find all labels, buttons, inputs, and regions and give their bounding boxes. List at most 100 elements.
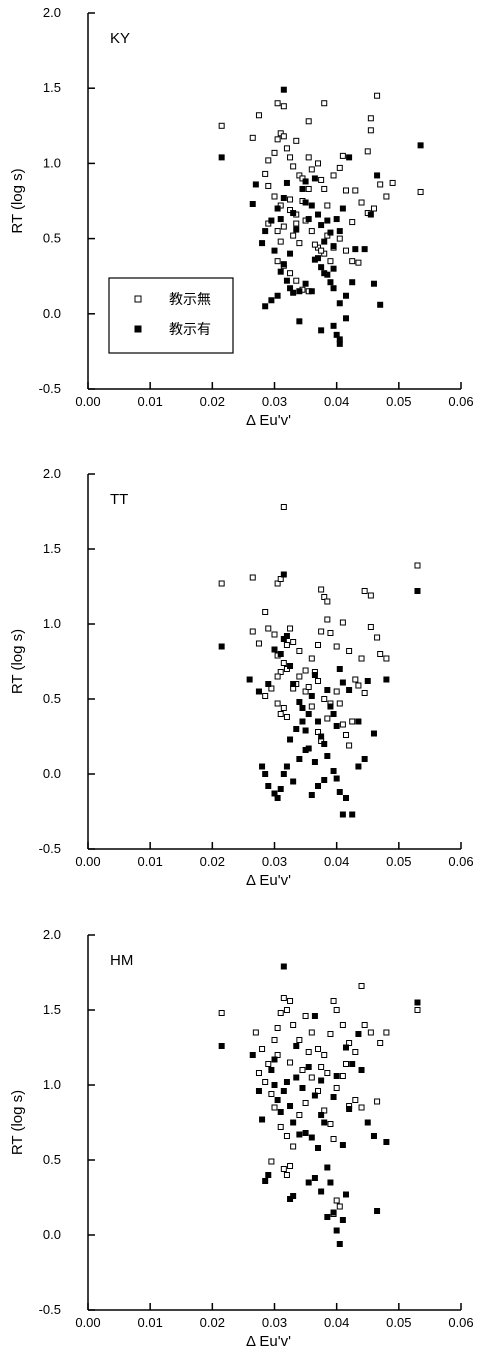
point-without-instruction [324,715,331,722]
point-with-instruction [333,1227,340,1234]
point-with-instruction [327,703,334,710]
point-with-instruction [259,240,266,247]
point-without-instruction [339,1073,346,1079]
x-tick-label: 0.01 [138,1315,163,1330]
point-without-instruction [299,1067,306,1073]
point-without-instruction [280,705,287,711]
point-with-instruction [361,246,368,253]
point-without-instruction [302,1013,309,1019]
point-without-instruction [336,235,343,242]
point-with-instruction [336,336,343,343]
point-without-instruction [417,188,424,195]
point-with-instruction [249,201,256,208]
point-without-instruction [414,562,421,569]
point-with-instruction [330,1209,337,1216]
point-without-instruction [355,259,362,266]
point-without-instruction [324,232,331,239]
y-tick-label: 2.0 [43,466,61,481]
point-with-instruction [262,771,269,777]
point-without-instruction [311,241,318,248]
point-without-instruction [280,1166,287,1172]
point-without-instruction [349,718,356,725]
point-with-instruction [330,322,337,329]
point-without-instruction [296,172,303,179]
y-tick-label: -0.5 [39,1302,61,1317]
x-tick-label: 0.03 [262,394,287,409]
point-without-instruction [280,133,287,140]
point-with-instruction [262,228,269,235]
point-without-instruction [259,1046,266,1052]
point-with-instruction [352,246,359,253]
x-tick-label: 0.01 [138,854,163,869]
point-without-instruction [318,586,325,593]
point-with-instruction [370,280,377,287]
point-without-instruction [277,238,284,245]
point-without-instruction [389,179,396,186]
point-with-instruction [311,1092,318,1099]
point-without-instruction [333,1007,340,1013]
point-without-instruction [274,136,281,143]
x-tick-label: 0.03 [262,1315,287,1330]
point-without-instruction [283,642,290,648]
point-without-instruction [321,100,328,107]
point-with-instruction [280,571,287,578]
point-without-instruction [265,220,272,227]
point-without-instruction [321,250,328,257]
point-with-instruction [333,723,340,729]
point-without-instruction [283,1172,290,1178]
point-with-instruction [318,1188,325,1195]
panel-label: KY [110,30,130,47]
legend-marker [134,295,142,303]
point-without-instruction [287,270,294,277]
point-with-instruction [333,216,340,223]
point-without-instruction [283,145,290,152]
point-without-instruction [374,1098,381,1105]
point-without-instruction [361,588,368,594]
point-with-instruction [339,1142,346,1148]
point-with-instruction [287,250,294,257]
point-without-instruction [218,1010,225,1016]
point-with-instruction [305,1179,312,1186]
point-without-instruction [283,714,290,720]
point-with-instruction [293,226,300,233]
point-with-instruction [277,651,284,657]
point-without-instruction [262,693,269,699]
point-without-instruction [342,1061,349,1067]
point-without-instruction [302,667,309,674]
point-without-instruction [383,655,390,662]
point-with-instruction [280,1088,287,1094]
point-without-instruction [287,625,294,632]
point-without-instruction [383,193,390,200]
point-without-instruction [277,202,284,209]
point-without-instruction [293,277,300,284]
point-without-instruction [308,1029,315,1036]
point-with-instruction [299,718,306,725]
point-with-instruction [259,1116,266,1123]
point-with-instruction [296,318,303,325]
point-without-instruction [342,732,349,738]
point-without-instruction [280,504,287,510]
point-without-instruction [324,1070,331,1076]
point-without-instruction [339,721,346,728]
point-with-instruction [321,238,328,245]
point-without-instruction [327,630,334,636]
point-without-instruction [377,651,384,657]
point-with-instruction [293,1043,300,1049]
point-without-instruction [277,1124,284,1130]
point-with-instruction [283,1079,290,1085]
point-with-instruction [255,688,262,695]
y-tick-label: 1.5 [43,80,61,95]
point-without-instruction [274,258,281,265]
point-without-instruction [358,1104,365,1111]
point-with-instruction [321,777,328,783]
point-with-instruction [315,211,322,218]
point-without-instruction [271,149,278,156]
point-with-instruction [355,763,362,770]
point-with-instruction [268,297,275,304]
point-with-instruction [349,811,356,818]
point-with-instruction [355,718,362,725]
point-with-instruction [311,256,318,263]
point-without-instruction [274,100,281,107]
y-tick-label: 1.5 [43,1002,61,1017]
